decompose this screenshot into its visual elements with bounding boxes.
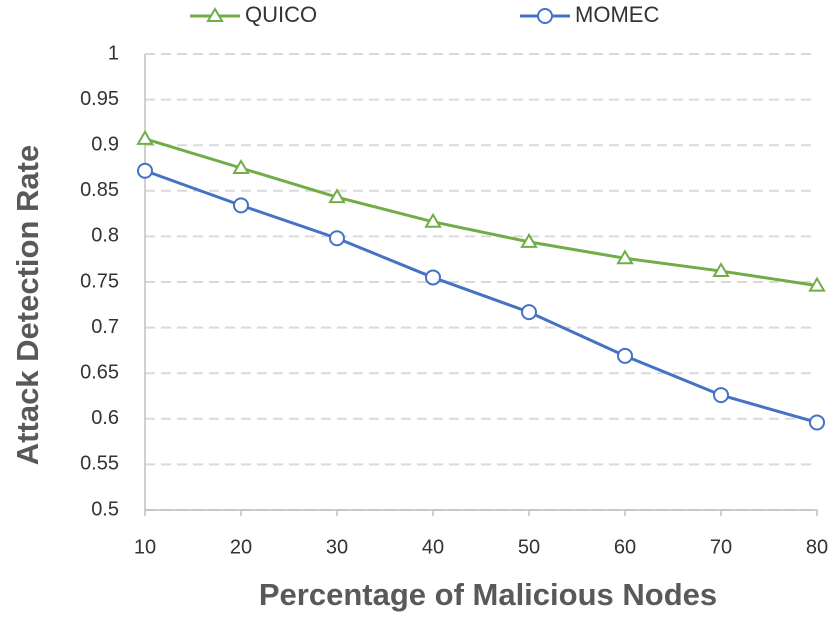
marker: [232, 159, 250, 174]
y-tick-label: 0.55: [80, 453, 119, 475]
y-tick-label: 0.75: [80, 270, 119, 292]
legend-label: QUICO: [245, 2, 317, 27]
y-tick-label: 0.85: [80, 179, 119, 201]
marker: [808, 276, 826, 292]
x-tick-label: 70: [710, 536, 732, 558]
marker: [616, 249, 634, 265]
y-tick-label: 0.9: [91, 133, 119, 155]
x-tick-label: 20: [230, 536, 252, 558]
y-tick-label: 0.5: [91, 498, 119, 520]
marker: [328, 188, 346, 204]
y-tick-label: 1: [108, 42, 119, 64]
legend-label: MOMEC: [575, 2, 659, 27]
x-tick-label: 10: [134, 536, 156, 558]
marker: [617, 347, 633, 364]
y-axis-title: Attack Detection Rate: [10, 145, 45, 465]
marker: [424, 212, 442, 228]
y-tick-label: 0.8: [91, 225, 119, 247]
x-tick-label: 80: [806, 536, 828, 558]
marker: [713, 387, 729, 404]
x-tick-label: 30: [326, 536, 348, 558]
legend-marker: [206, 7, 224, 22]
marker: [425, 269, 441, 286]
y-tick-label: 0.7: [91, 316, 119, 338]
legend-marker: [537, 8, 553, 24]
series-line: [144, 137, 818, 288]
marker: [233, 197, 249, 214]
marker: [329, 230, 345, 247]
y-tick-label: 0.6: [91, 407, 119, 429]
x-tick-label: 60: [614, 536, 636, 558]
x-tick-label: 50: [518, 536, 540, 558]
y-tick-label: 0.95: [80, 88, 119, 110]
marker: [520, 232, 538, 248]
marker: [809, 414, 825, 431]
y-tick-label: 0.65: [80, 361, 119, 383]
marker: [712, 262, 730, 278]
x-tick-label: 40: [422, 536, 444, 558]
x-axis-title: Percentage of Malicious Nodes: [259, 577, 717, 612]
marker: [137, 162, 153, 179]
series-line: [144, 169, 818, 424]
marker: [136, 129, 154, 145]
marker: [521, 304, 537, 321]
